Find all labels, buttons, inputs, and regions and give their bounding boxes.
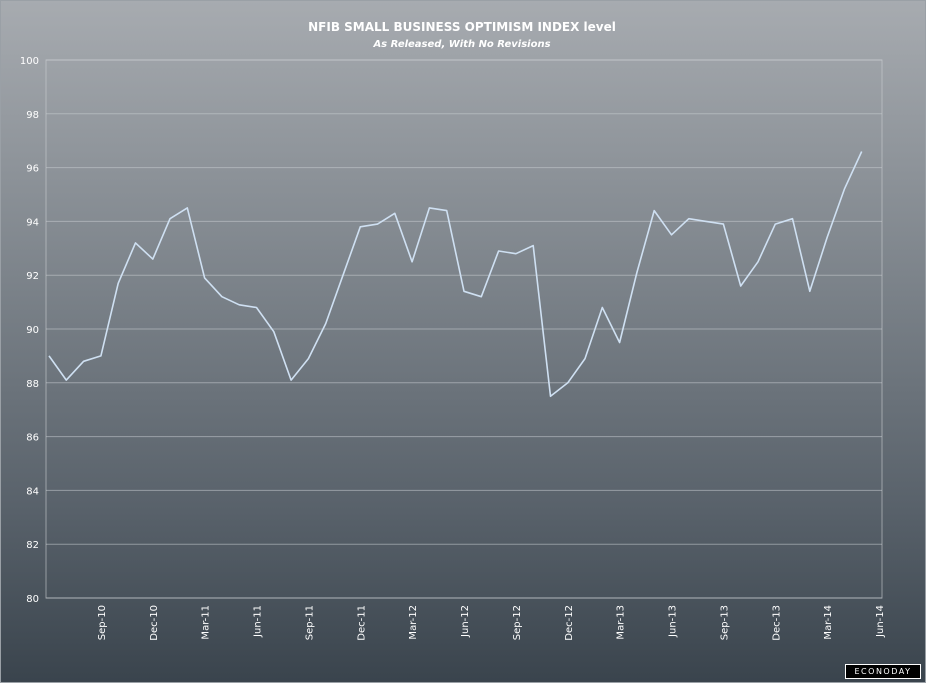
chart-title: NFIB SMALL BUSINESS OPTIMISM INDEX level (308, 20, 616, 34)
x-tick-label: Mar-12 (408, 605, 419, 640)
x-tick-label: Sep-13 (719, 605, 730, 640)
x-tick-label: Mar-11 (201, 605, 212, 640)
y-axis: 80 82 84 86 88 90 92 94 96 98 100 (20, 56, 39, 605)
x-tick-label: Sep-11 (304, 605, 315, 640)
x-tick-label: Jun-11 (253, 605, 264, 638)
x-tick-label: Jun-12 (460, 605, 471, 638)
x-tick-label: Dec-10 (149, 605, 160, 641)
x-tick-label: Dec-12 (564, 605, 575, 641)
x-tick-label: Dec-11 (356, 605, 367, 641)
series-line (48, 151, 863, 398)
y-tick-label: 100 (20, 56, 39, 67)
y-tick-label: 94 (26, 217, 39, 228)
x-tick-label: Dec-13 (771, 605, 782, 641)
x-tick-label: Mar-13 (616, 605, 627, 640)
chart-subtitle: As Released, With No Revisions (372, 39, 550, 50)
y-tick-label: 96 (26, 164, 39, 175)
grid-layer (45, 59, 883, 599)
y-tick-label: 82 (26, 540, 39, 551)
y-tick-label: 80 (26, 594, 39, 605)
y-tick-label: 98 (26, 110, 39, 121)
x-tick-label: Jun-14 (875, 605, 886, 638)
x-tick-label: Sep-10 (97, 605, 108, 640)
y-tick-label: 92 (26, 271, 39, 282)
y-tick-label: 88 (26, 379, 39, 390)
econoday-logo: ECONODAY (845, 664, 921, 679)
x-tick-label: Mar-14 (823, 605, 834, 640)
series-layer (48, 151, 863, 398)
x-tick-label: Jun-13 (668, 605, 679, 638)
y-tick-label: 90 (26, 325, 39, 336)
y-tick-label: 86 (26, 433, 39, 444)
x-axis: Sep-10 Dec-10 Mar-11 Jun-11 Sep-11 Dec-11 Mar-… (97, 605, 886, 641)
y-tick-label: 84 (26, 486, 39, 497)
x-tick-label: Sep-12 (512, 605, 523, 640)
